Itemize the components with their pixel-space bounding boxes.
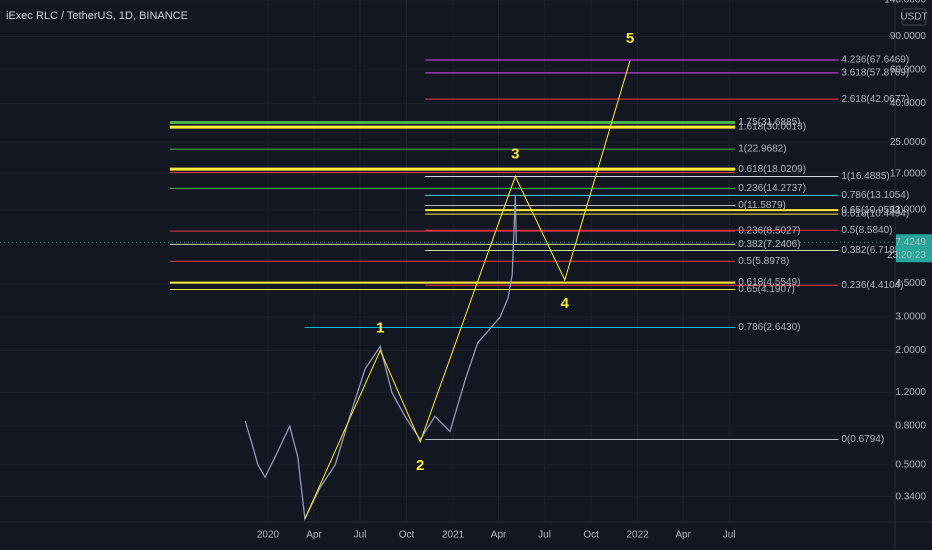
x-tick-label: Oct <box>399 530 415 541</box>
plot-layer <box>0 0 895 522</box>
fib-label: 4.236(67.6469) <box>841 55 909 66</box>
y-tick-label: 0.5000 <box>895 459 926 470</box>
fib-label: 0.382(6.7185) <box>841 245 903 256</box>
currency[interactable]: USDT <box>900 12 927 23</box>
chart-title: iExec RLC / TetherUS, 1D, BINANCE <box>6 10 188 22</box>
wave-label: 3 <box>511 145 519 162</box>
fib-label: 0.786(2.6430) <box>738 322 800 333</box>
x-tick-label: Apr <box>491 530 507 541</box>
currency-box[interactable] <box>901 8 927 26</box>
x-tick-label: 2022 <box>626 530 649 541</box>
x-tick-label: Jul <box>538 530 551 541</box>
last-price-label: 7.4249 <box>895 237 926 248</box>
price-line <box>244 196 517 522</box>
last-price-tag <box>896 234 932 263</box>
wave-label: 5 <box>626 30 634 47</box>
y-tick-label: 140.0000 <box>884 0 926 6</box>
fib-label: 0.236(8.5027) <box>738 226 800 237</box>
y-tick-label: 1.2000 <box>895 387 926 398</box>
wave-line <box>304 60 631 520</box>
fib-label: 0.618(18.0209) <box>738 164 806 175</box>
x-tick-label: Oct <box>583 530 599 541</box>
fib-label: 1(16.4885) <box>841 171 889 182</box>
fib-label: 0.65(4.1907) <box>738 284 795 295</box>
y-tick-label: 2.0000 <box>895 345 926 356</box>
fib-label: 0.5(5.8978) <box>738 256 789 267</box>
y-tick-label: 60.0000 <box>890 65 927 76</box>
fib-label: 0.618(10.4494) <box>841 209 909 220</box>
y-tick-label: 11.0000 <box>891 204 927 215</box>
x-tick-label: Jul <box>354 530 367 541</box>
fib-label: 0.382(7.2406) <box>738 239 800 250</box>
x-tick-label: Apr <box>306 530 322 541</box>
wave-label: 1 <box>376 319 384 336</box>
x-tick-label: Jul <box>723 530 736 541</box>
x-tick-label: 2020 <box>257 530 280 541</box>
fib-label: 0.236(4.4104) <box>841 280 903 291</box>
x-tick-label: 2021 <box>442 530 465 541</box>
fib-label: 0(11.5879) <box>738 200 786 211</box>
fib-label: 1(22.9682) <box>738 144 786 155</box>
fib-label: 0.786(13.1054) <box>841 190 909 201</box>
x-tick-label: Apr <box>675 530 691 541</box>
fib-label: 1.75(31.6885) <box>738 117 800 128</box>
text-layer: 140.0000 90.0000 60.0000 40.0000 25.0000 17.0… <box>257 0 932 541</box>
fib-label: 0(0.6794) <box>841 434 884 445</box>
y-tick-label: 40.0000 <box>890 98 927 109</box>
fib-label: 0.618(4.5549) <box>738 277 800 288</box>
fib-label: 3.618(57.8769) <box>841 68 909 79</box>
countdown: 23:20:23 <box>887 250 926 261</box>
fib-label: 0.65(10.9553) <box>841 205 903 216</box>
y-tick-label: 25.0000 <box>890 137 927 148</box>
y-tick-label: 0.3400 <box>895 491 926 502</box>
y-tick-label: 0.8000 <box>895 421 926 432</box>
y-tick-label: 90.0000 <box>890 31 927 42</box>
wave-label: 2 <box>416 457 424 474</box>
y-tick-label: 17.0000 <box>890 169 927 180</box>
wave-label: 4 <box>561 295 570 312</box>
fib-label: 2.618(42.0677) <box>841 94 909 105</box>
fib-label: 0.5(8.5840) <box>841 225 892 236</box>
y-tick-label: 3.0000 <box>895 312 926 323</box>
fib-label: 0.236(14.2737) <box>738 183 806 194</box>
y-tick-label: 4.5000 <box>895 278 926 289</box>
fib-label: 1.618(30.0013) <box>738 122 806 133</box>
